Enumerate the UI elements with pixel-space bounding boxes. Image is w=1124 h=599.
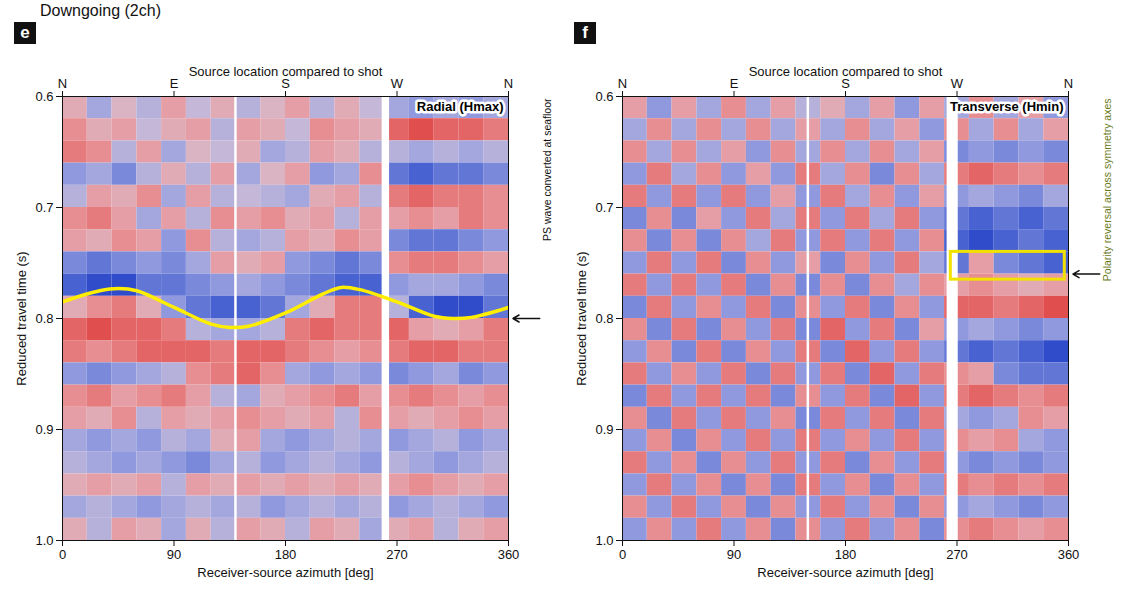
svg-text:90: 90: [167, 547, 181, 562]
svg-text:S: S: [281, 75, 290, 91]
html-text:f: f: [582, 23, 588, 42]
svg-text:W: W: [391, 76, 404, 91]
svg-text:270: 270: [386, 547, 408, 562]
svg-text:270: 270: [946, 547, 968, 562]
svg-text:90: 90: [727, 547, 741, 562]
svg-text:0: 0: [59, 547, 66, 562]
svg-text:Source location compared to sh: Source location compared to shot: [749, 64, 943, 79]
svg-text:0.8: 0.8: [595, 311, 613, 326]
svg-text:N: N: [618, 76, 627, 91]
svg-text:0.7: 0.7: [595, 200, 613, 215]
html-text:Downgoing (2ch): Downgoing (2ch): [40, 2, 161, 19]
svg-text:N: N: [58, 76, 67, 91]
svg-text:Source location compared to sh: Source location compared to shot: [189, 64, 383, 79]
svg-text:0.8: 0.8: [35, 311, 53, 326]
svg-text:0: 0: [619, 547, 626, 562]
svg-text:360: 360: [1058, 547, 1080, 562]
svg-text:Radial (Hmax): Radial (Hmax): [417, 99, 504, 114]
svg-text:0.6: 0.6: [35, 89, 53, 104]
svg-text:N: N: [504, 76, 513, 91]
svg-text:E: E: [730, 76, 739, 91]
svg-text:S: S: [841, 75, 850, 91]
svg-text:360: 360: [498, 547, 520, 562]
svg-text:0.9: 0.9: [35, 422, 53, 437]
svg-text:1.0: 1.0: [35, 533, 53, 548]
svg-text:1.0: 1.0: [595, 533, 613, 548]
svg-text:Transverse (Hmin): Transverse (Hmin): [950, 99, 1063, 114]
svg-text:Polarity reversal across symme: Polarity reversal across symmetry axes: [1101, 99, 1113, 282]
svg-text:Receiver-source azimuth [deg]: Receiver-source azimuth [deg]: [757, 565, 933, 580]
svg-text:0.7: 0.7: [35, 200, 53, 215]
svg-text:Receiver-source azimuth [deg]: Receiver-source azimuth [deg]: [197, 565, 373, 580]
svg-text:180: 180: [835, 547, 857, 562]
svg-text:180: 180: [275, 547, 297, 562]
svg-text:PS wave converted at seafloor: PS wave converted at seafloor: [541, 98, 553, 241]
svg-text:E: E: [170, 76, 179, 91]
svg-text:N: N: [1064, 76, 1073, 91]
svg-text:0.9: 0.9: [595, 422, 613, 437]
svg-text:Reduced travel time (s): Reduced travel time (s): [574, 251, 589, 385]
svg-text:0.6: 0.6: [595, 89, 613, 104]
svg-text:Reduced travel time (s): Reduced travel time (s): [14, 251, 29, 385]
html-text:e: e: [20, 23, 30, 42]
svg-text:W: W: [951, 76, 964, 91]
